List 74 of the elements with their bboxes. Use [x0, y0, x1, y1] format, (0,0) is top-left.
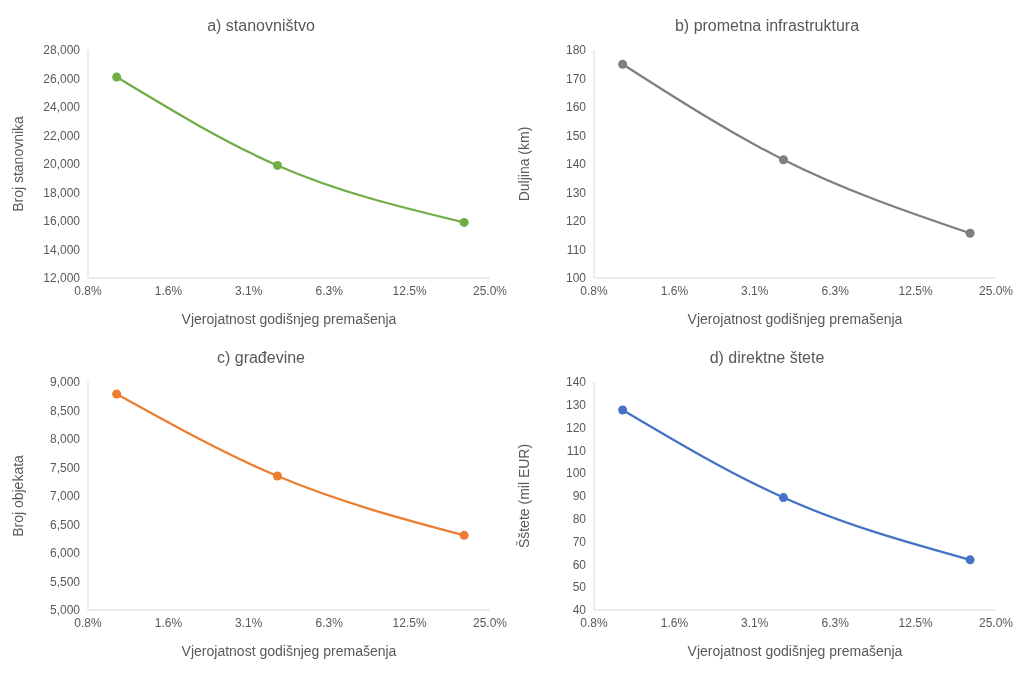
- y-axis-title: Duljina (km): [515, 126, 532, 202]
- y-tick-label: 26,000: [43, 71, 81, 86]
- x-tick-label: 3.1%: [235, 283, 263, 298]
- x-tick-label: 12.5%: [898, 615, 933, 630]
- x-tick-label: 0.8%: [74, 283, 102, 298]
- y-tick-label: 110: [566, 443, 587, 458]
- y-tick-label: 80: [572, 512, 587, 527]
- y-tick-label: 24,000: [43, 100, 81, 115]
- x-tick-label: 6.3%: [821, 615, 850, 630]
- chart-title: a) stanovništvo: [206, 16, 316, 36]
- y-tick-label: 8,500: [49, 403, 81, 418]
- y-tick-label: 70: [572, 534, 587, 549]
- y-tick-label: 140: [565, 375, 587, 390]
- y-tick-label: 5,000: [49, 603, 81, 618]
- x-tick-label: 6.3%: [315, 283, 344, 298]
- y-tick-label: 130: [565, 398, 587, 413]
- y-tick-label: 120: [565, 214, 587, 229]
- y-axis-title: Broj objekata: [9, 454, 26, 537]
- y-tick-label: 90: [572, 489, 587, 504]
- x-tick-label: 12.5%: [392, 283, 427, 298]
- x-tick-label: 3.1%: [235, 615, 263, 630]
- y-axis-title: Broj stanovnika: [9, 115, 26, 212]
- y-tick-label: 180: [565, 43, 587, 58]
- y-tick-label: 130: [565, 185, 587, 200]
- chart-title: b) prometna infrastruktura: [673, 16, 861, 36]
- x-tick-label: 1.6%: [660, 615, 689, 630]
- x-tick-label: 6.3%: [821, 283, 850, 298]
- y-tick-label: 28,000: [43, 43, 81, 58]
- x-tick-label: 1.6%: [660, 283, 689, 298]
- y-tick-label: 110: [566, 242, 587, 257]
- x-tick-label: 3.1%: [741, 283, 769, 298]
- y-tick-label: 60: [572, 557, 587, 572]
- y-tick-label: 120: [565, 420, 587, 435]
- x-tick-label: 12.5%: [392, 615, 427, 630]
- y-tick-label: 100: [565, 466, 587, 481]
- y-tick-label: 40: [572, 603, 587, 618]
- x-tick-label: 1.6%: [154, 615, 183, 630]
- x-tick-label: 12.5%: [898, 283, 933, 298]
- y-tick-label: 7,000: [49, 489, 81, 504]
- y-tick-label: 14,000: [43, 242, 81, 257]
- y-tick-label: 6,000: [49, 546, 81, 561]
- x-tick-label: 3.1%: [741, 615, 769, 630]
- chart-title: c) građevine: [215, 348, 306, 368]
- x-tick-label: 25.0%: [472, 283, 508, 298]
- y-tick-label: 160: [565, 100, 587, 115]
- y-tick-label: 170: [565, 71, 587, 86]
- x-axis-title: Vjerojatnost godišnjeg premašenja: [687, 311, 903, 327]
- y-tick-label: 7,500: [49, 460, 81, 475]
- x-tick-label: 6.3%: [315, 615, 344, 630]
- x-axis-title: Vjerojatnost godišnjeg premašenja: [181, 311, 397, 327]
- x-tick-label: 1.6%: [154, 283, 183, 298]
- y-tick-label: 50: [572, 580, 587, 595]
- x-tick-label: 25.0%: [472, 615, 508, 630]
- y-tick-label: 22,000: [43, 128, 81, 143]
- x-tick-label: 0.8%: [580, 615, 608, 630]
- x-tick-label: 0.8%: [74, 615, 102, 630]
- y-tick-label: 16,000: [43, 214, 81, 229]
- y-axis-title: Šštete (mil EUR): [515, 443, 532, 549]
- y-tick-label: 18,000: [43, 185, 81, 200]
- chart-title: d) direktne štete: [708, 348, 826, 368]
- y-tick-label: 150: [565, 128, 587, 143]
- y-tick-label: 5,500: [49, 574, 81, 589]
- y-tick-label: 8,000: [49, 432, 81, 447]
- y-tick-label: 12,000: [43, 271, 81, 286]
- y-tick-label: 140: [565, 157, 587, 172]
- y-tick-label: 9,000: [49, 375, 81, 390]
- x-axis-title: Vjerojatnost godišnjeg premašenja: [687, 643, 903, 659]
- y-tick-label: 100: [565, 271, 587, 286]
- x-tick-label: 25.0%: [978, 283, 1014, 298]
- y-tick-label: 20,000: [43, 157, 81, 172]
- x-tick-label: 25.0%: [978, 615, 1014, 630]
- y-tick-label: 6,500: [49, 517, 81, 532]
- x-tick-label: 0.8%: [580, 283, 608, 298]
- x-axis-title: Vjerojatnost godišnjeg premašenja: [181, 643, 397, 659]
